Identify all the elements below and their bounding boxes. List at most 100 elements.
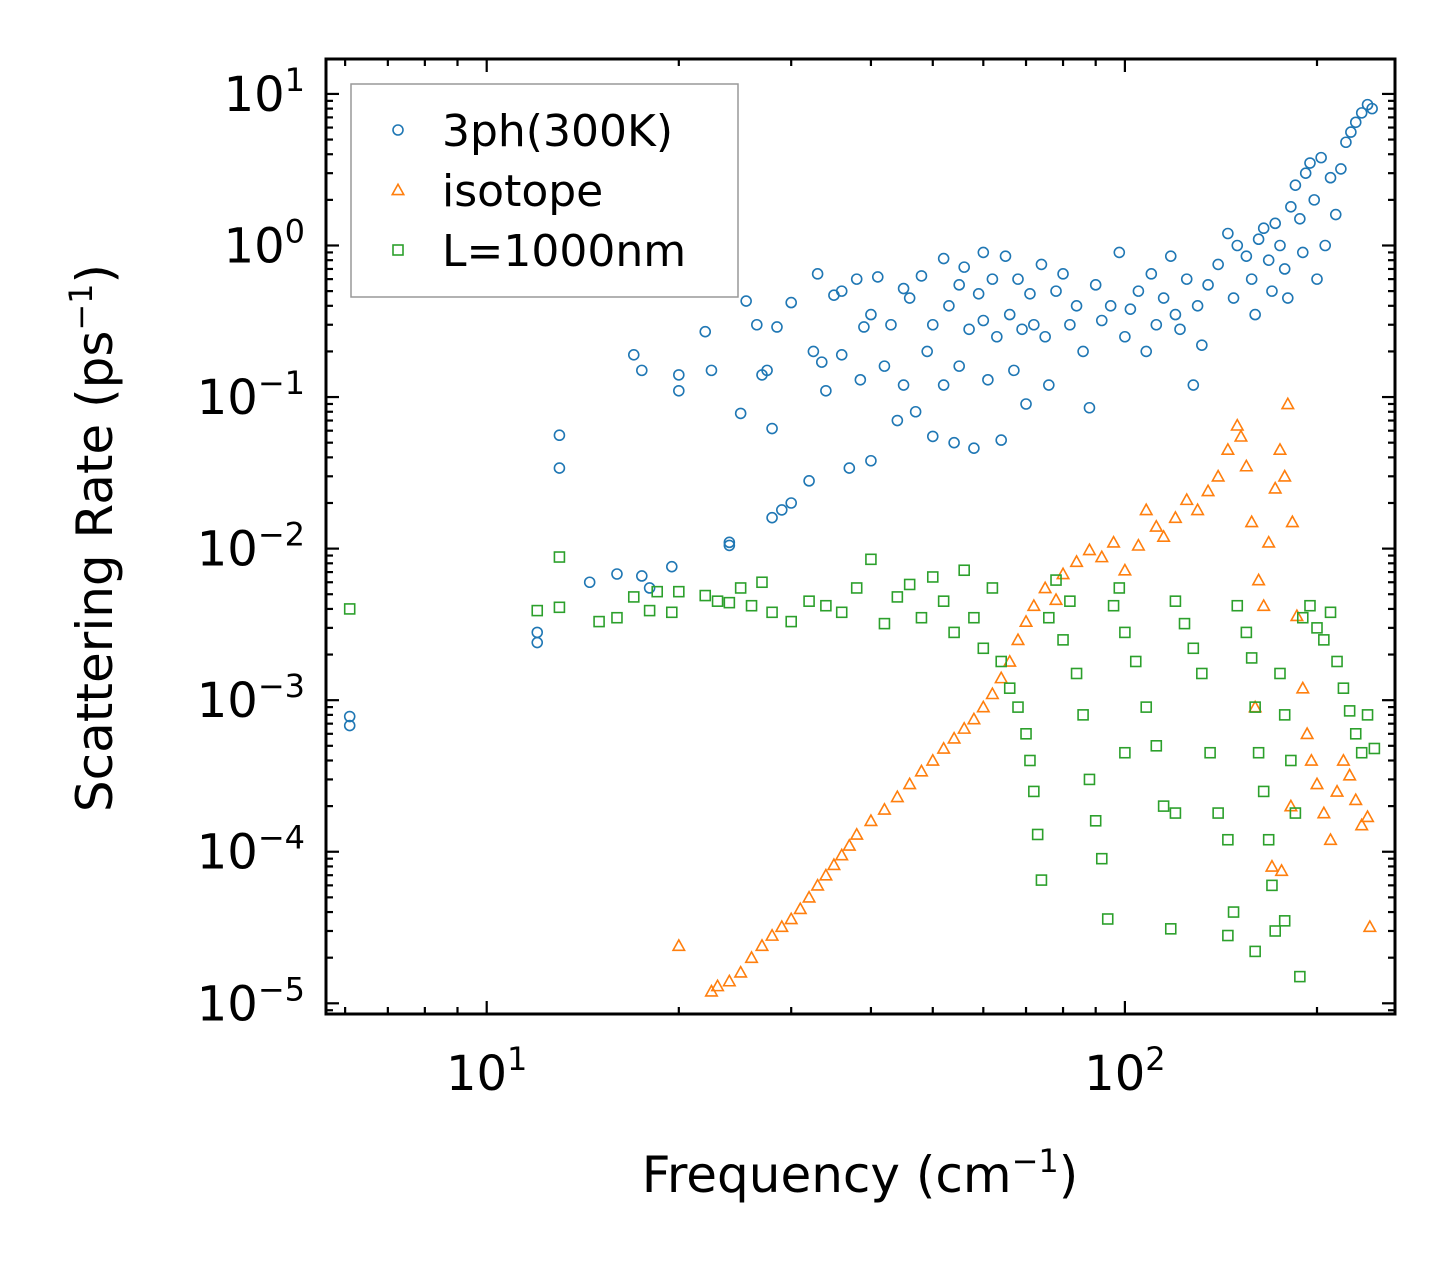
data-point <box>1038 580 1053 594</box>
data-point <box>909 405 922 418</box>
data-point <box>1300 726 1315 740</box>
data-point <box>1252 233 1265 246</box>
data-point <box>1010 632 1026 646</box>
data-point <box>761 364 773 377</box>
data-point <box>343 710 356 723</box>
data-point <box>1113 582 1126 594</box>
data-point <box>1069 554 1084 568</box>
data-point <box>1220 442 1235 456</box>
data-point <box>890 789 905 803</box>
data-point <box>723 539 736 552</box>
legend-marker <box>392 124 404 136</box>
series-3ph-300k- <box>343 98 1378 732</box>
data-point <box>877 802 892 815</box>
data-point <box>785 615 797 628</box>
data-point <box>531 604 544 617</box>
data-point <box>977 246 990 259</box>
data-point <box>1274 667 1286 680</box>
data-point <box>1024 288 1036 300</box>
data-point <box>673 369 685 381</box>
data-point <box>1268 480 1283 494</box>
data-point <box>1174 323 1186 336</box>
data-point <box>811 268 824 280</box>
data-point <box>1187 642 1200 655</box>
data-point <box>705 364 718 377</box>
data-point <box>1035 874 1048 886</box>
data-point <box>1329 784 1345 797</box>
y-tick-label: 10−4 <box>197 819 305 881</box>
data-point <box>734 407 747 420</box>
data-point <box>733 964 748 978</box>
data-point <box>1145 268 1158 280</box>
data-point <box>1274 863 1289 877</box>
data-point <box>611 611 623 624</box>
legend-label: 3ph(300K) <box>442 106 673 157</box>
data-point <box>1355 107 1368 119</box>
data-point <box>810 877 825 891</box>
data-point <box>994 670 1009 684</box>
data-point <box>1117 562 1132 576</box>
data-point <box>834 847 849 861</box>
data-point <box>1050 285 1062 297</box>
data-point <box>1077 345 1089 358</box>
data-point <box>1064 595 1076 607</box>
data-point <box>926 430 939 443</box>
data-point <box>1240 250 1253 262</box>
data-point <box>1256 598 1271 612</box>
data-point <box>1018 614 1034 627</box>
data-point <box>1331 655 1343 668</box>
data-point <box>1050 574 1062 586</box>
data-point <box>1119 746 1131 759</box>
data-point <box>1285 514 1300 528</box>
data-point <box>1337 682 1350 694</box>
data-point <box>1082 542 1097 556</box>
data-point <box>673 384 685 397</box>
data-point <box>1169 308 1182 321</box>
data-point <box>1311 622 1323 634</box>
data-point <box>651 585 664 598</box>
data-point <box>946 730 962 744</box>
data-point <box>665 606 678 619</box>
data-point <box>553 601 566 614</box>
data-point <box>1289 807 1302 819</box>
data-point <box>1035 258 1048 271</box>
data-point <box>1028 318 1040 331</box>
data-point <box>1289 608 1304 622</box>
data-point <box>1244 514 1259 528</box>
data-point <box>957 721 972 734</box>
data-point <box>1343 705 1356 717</box>
data-point <box>1043 611 1055 624</box>
data-point <box>1348 792 1363 806</box>
y-tick-label: 10−3 <box>197 667 305 729</box>
y-axis-label: Scattering Rate (ps−1) <box>62 264 124 812</box>
data-point <box>897 282 910 295</box>
data-point <box>744 950 759 964</box>
data-point <box>1257 785 1270 798</box>
data-point <box>915 270 928 282</box>
data-point <box>1278 709 1291 721</box>
data-point <box>968 611 980 624</box>
data-point <box>1366 102 1378 115</box>
data-point <box>850 273 863 285</box>
data-point <box>1012 273 1024 285</box>
data-point <box>1319 239 1331 252</box>
data-point <box>820 599 832 612</box>
data-point <box>1249 308 1261 321</box>
data-point <box>1212 258 1224 271</box>
data-point <box>903 578 916 591</box>
data-point <box>1089 279 1102 291</box>
data-point <box>1266 879 1278 892</box>
legend: 3ph(300K) isotope L=1000nm <box>350 83 739 298</box>
data-point <box>1140 701 1153 713</box>
data-point <box>986 273 999 285</box>
data-point <box>1026 598 1041 612</box>
legend-label: L=1000nm <box>442 226 686 277</box>
data-point <box>1139 502 1154 516</box>
data-point <box>835 285 848 297</box>
data-point <box>1227 906 1240 918</box>
data-point <box>1119 626 1131 639</box>
data-point <box>766 422 778 435</box>
data-point <box>871 271 884 283</box>
data-point <box>1230 418 1245 431</box>
